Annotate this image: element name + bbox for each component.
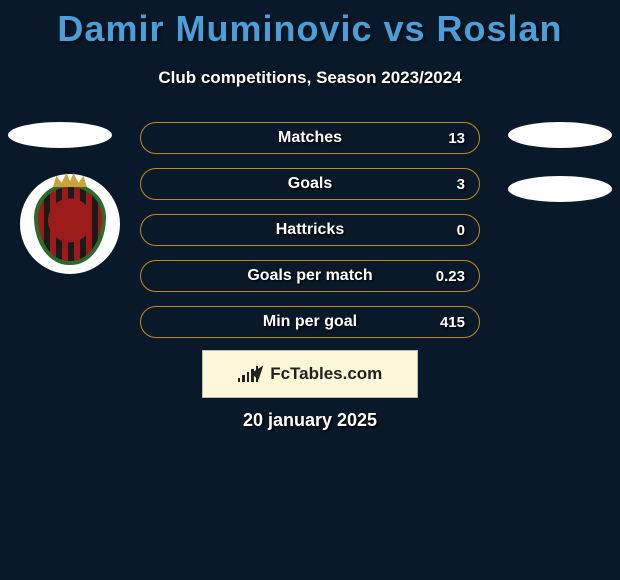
stat-value: 13 — [448, 130, 465, 147]
page-title: Damir Muminovic vs Roslan — [0, 0, 620, 50]
stat-label: Goals per match — [247, 267, 372, 285]
stat-row-min-per-goal: Min per goal 415 — [140, 306, 480, 338]
stat-row-goals: Goals 3 — [140, 168, 480, 200]
stat-label: Goals — [288, 175, 332, 193]
club-crest — [20, 174, 120, 274]
stat-label: Min per goal — [263, 313, 357, 331]
stat-value: 415 — [440, 314, 465, 331]
player-left-placeholder — [8, 122, 112, 148]
stats-panel: Matches 13 Goals 3 Hattricks 0 Goals per… — [140, 122, 480, 352]
stat-value: 3 — [457, 176, 465, 193]
stat-label: Matches — [278, 129, 342, 147]
logo-text: FcTables.com — [270, 364, 382, 384]
stat-label: Hattricks — [276, 221, 344, 239]
player-right-placeholder-1 — [508, 122, 612, 148]
stat-row-matches: Matches 13 — [140, 122, 480, 154]
crest-crown-icon — [53, 173, 87, 187]
stat-value: 0.23 — [436, 268, 465, 285]
stat-value: 0 — [457, 222, 465, 239]
player-right-placeholder-2 — [508, 176, 612, 202]
stat-row-goals-per-match: Goals per match 0.23 — [140, 260, 480, 292]
date-label: 20 january 2025 — [0, 410, 620, 431]
fctables-logo[interactable]: FcTables.com — [202, 350, 418, 398]
crest-shield-icon — [34, 183, 106, 265]
stat-row-hattricks: Hattricks 0 — [140, 214, 480, 246]
page-subtitle: Club competitions, Season 2023/2024 — [0, 68, 620, 88]
